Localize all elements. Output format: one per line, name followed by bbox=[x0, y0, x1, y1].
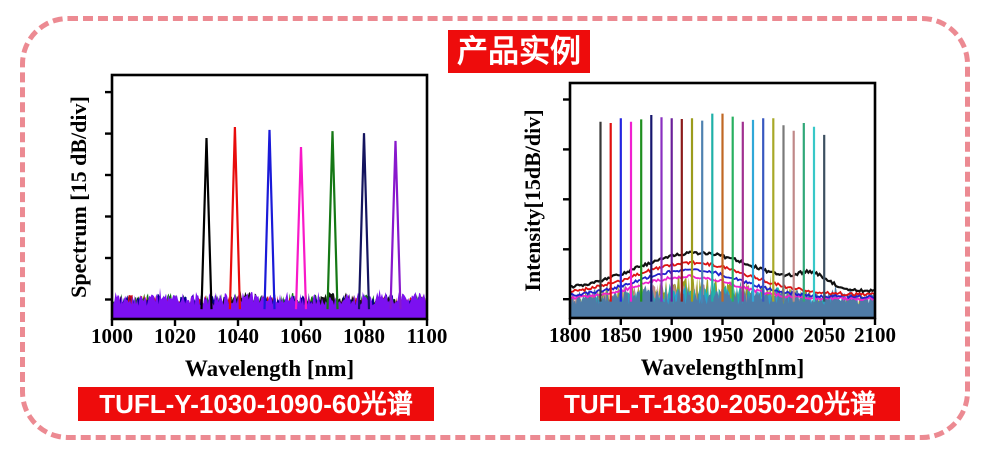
x-tick-label: 2050 bbox=[803, 323, 845, 347]
x-tick-label: 1900 bbox=[651, 323, 693, 347]
x-tick-label: 2100 bbox=[854, 323, 896, 347]
laser-peak bbox=[228, 126, 241, 310]
x-tick-label: 1040 bbox=[217, 324, 259, 348]
x-tick-label: 1060 bbox=[280, 324, 322, 348]
laser-peak bbox=[326, 131, 339, 310]
caption-right: TUFL-T-1830-2050-20光谱 bbox=[540, 387, 900, 421]
right-spectrum-chart: 1800 1850 1900 1950 2000 2050 2100 Wavelength[n… bbox=[505, 58, 945, 393]
x-tick-label: 1850 bbox=[600, 323, 642, 347]
x-tick-label: 1000 bbox=[91, 324, 133, 348]
x-axis-label: Wavelength[nm] bbox=[641, 355, 805, 380]
left-plot-svg: 1000 1020 1040 1060 1080 1100 Wavelength [nm] S… bbox=[66, 73, 448, 381]
left-spectrum-chart: 1000 1020 1040 1060 1080 1100 Wavelength [nm] S… bbox=[60, 58, 460, 393]
dashed-border bbox=[20, 16, 970, 440]
x-tick-label: 2000 bbox=[752, 323, 794, 347]
x-tick-label: 1100 bbox=[407, 324, 448, 348]
laser-peak bbox=[200, 137, 213, 310]
y-axis-label: Intensity[15dB/div] bbox=[520, 109, 545, 291]
plot-frame bbox=[110, 73, 429, 321]
x-axis-label: Wavelength [nm] bbox=[185, 356, 354, 381]
x-tick-label: 1080 bbox=[343, 324, 385, 348]
laser-peak bbox=[389, 140, 402, 310]
x-tick-label: 1950 bbox=[702, 323, 744, 347]
noise-trace bbox=[112, 287, 427, 319]
caption-left: TUFL-Y-1030-1090-60光谱 bbox=[78, 387, 434, 421]
x-tick-label: 1800 bbox=[549, 323, 591, 347]
title-banner: 产品实例 bbox=[448, 30, 590, 73]
laser-peak bbox=[263, 129, 276, 310]
laser-peak bbox=[357, 133, 371, 310]
laser-peak bbox=[294, 146, 308, 310]
right-plot-svg: 1800 1850 1900 1950 2000 2050 2100 Wavelength[n… bbox=[520, 81, 896, 380]
x-tick-label: 1020 bbox=[154, 324, 196, 348]
y-axis-label: Spectrum [15 dB/div] bbox=[66, 96, 91, 298]
